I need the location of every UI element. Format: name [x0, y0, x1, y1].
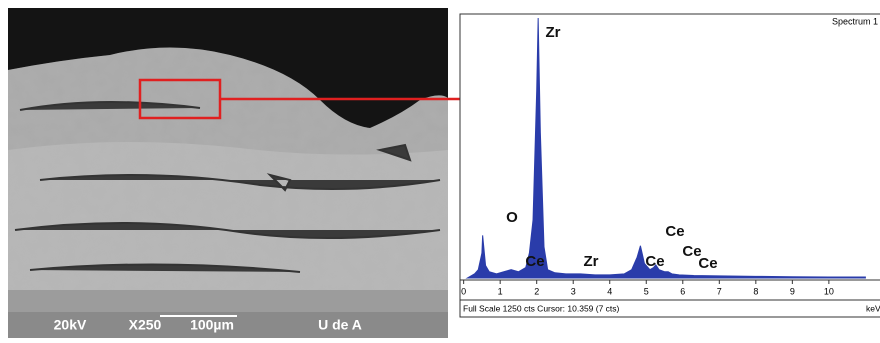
x-tick-label: 5 — [644, 286, 649, 296]
x-tick-label: 8 — [753, 286, 758, 296]
x-tick-label: 3 — [571, 286, 576, 296]
institution: U de A — [318, 317, 362, 333]
x-tick-label: 6 — [680, 286, 685, 296]
x-tick-label: 4 — [607, 286, 612, 296]
x-tick-label: 2 — [534, 286, 539, 296]
magnification: X250 — [129, 317, 162, 333]
x-tick-label: 7 — [717, 286, 722, 296]
pores — [14, 101, 441, 273]
peak-label: Ce — [698, 255, 717, 272]
footer: Full Scale 1250 cts Cursor: 10.359 (7 ct… — [463, 303, 620, 313]
spectrum-title: Spectrum 1 — [832, 16, 878, 26]
scale-label: 100µm — [190, 317, 234, 333]
x-tick-label: 9 — [790, 286, 795, 296]
peak-label: Ce — [525, 253, 544, 270]
x-tick-label: 1 — [498, 286, 503, 296]
peak-label: O — [506, 209, 518, 226]
peak-label: Ce — [682, 243, 701, 260]
peak-label: Ce — [645, 253, 664, 270]
sem-image: 20kV X250 100µm U de A — [8, 8, 480, 338]
peak-label: Ce — [665, 223, 684, 240]
voltage: 20kV — [54, 317, 87, 333]
x-label: keV — [866, 303, 880, 313]
peak-label: Zr — [584, 253, 599, 270]
spectrum-area — [465, 17, 866, 279]
x-tick-label: 10 — [824, 286, 834, 296]
x-tick-label: 0 — [461, 286, 466, 296]
peak-label: Zr — [546, 24, 561, 41]
